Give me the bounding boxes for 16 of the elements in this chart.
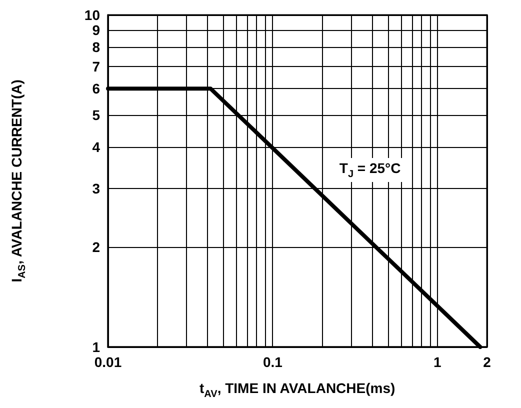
y-tick-label: 2 <box>92 239 100 256</box>
y-tick-label: 10 <box>84 7 100 23</box>
annotation: T$_{J}$ = 25°C <box>335 158 405 182</box>
y-tick-label: 9 <box>92 22 100 38</box>
x-tick-label: 1 <box>434 354 442 370</box>
x-axis-title: t$_{AV}$, TIME IN AVALANCHE(ms) <box>200 380 396 400</box>
y-tick-label: 5 <box>92 106 100 123</box>
y-tick-label: 1 <box>92 339 100 355</box>
y-tick-label: 6 <box>92 80 100 97</box>
x-tick-label: 0.01 <box>94 354 122 370</box>
y-tick-label: 3 <box>92 180 100 197</box>
x-tick-label: 0.1 <box>262 354 283 370</box>
y-tick-label: 7 <box>92 58 100 74</box>
x-tick-label: 2 <box>483 354 492 370</box>
y-tick-label: 4 <box>92 139 100 156</box>
y-tick-label: 8 <box>92 39 100 56</box>
